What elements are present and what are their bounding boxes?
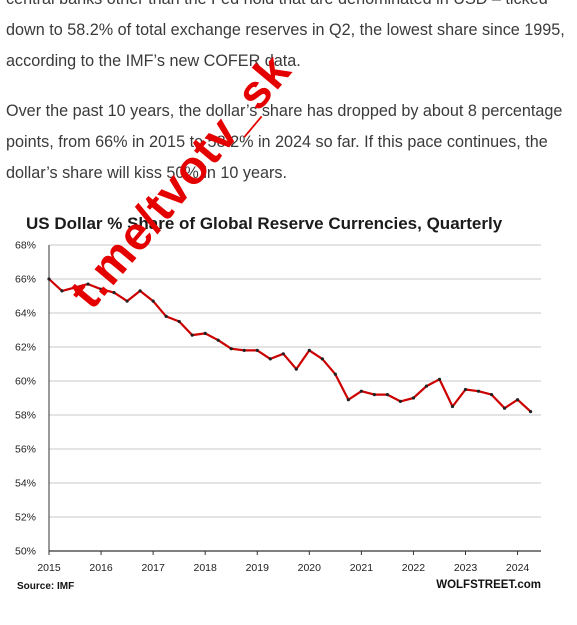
x-tick-label: 2020: [298, 562, 322, 574]
x-tick-label: 2017: [141, 562, 165, 574]
data-point: [190, 333, 194, 337]
y-tick-label: 64%: [15, 308, 36, 320]
data-point: [112, 291, 116, 295]
data-point: [47, 277, 51, 281]
chart-source: Source: IMF: [17, 581, 75, 592]
y-tick-label: 50%: [15, 546, 36, 558]
data-point: [177, 319, 181, 324]
x-tick-label: 2022: [402, 562, 426, 574]
article-text: central banks other than the Fed hold th…: [6, 0, 571, 189]
data-point: [294, 367, 298, 371]
x-tick-label: 2023: [454, 562, 478, 574]
data-point: [242, 348, 246, 352]
article-paragraph: central banks other than the Fed hold th…: [6, 0, 565, 70]
data-point: [125, 299, 129, 303]
data-point: [476, 389, 481, 393]
x-tick-label: 2019: [246, 562, 270, 574]
data-point: [73, 285, 77, 290]
x-tick-label: 2016: [89, 562, 113, 574]
data-point: [99, 287, 103, 291]
data-point: [255, 348, 259, 352]
data-point: [151, 299, 155, 303]
data-point: [411, 396, 416, 400]
data-point: [528, 410, 533, 414]
data-point: [463, 387, 468, 392]
y-tick-label: 56%: [15, 444, 36, 456]
data-point: [372, 393, 376, 397]
series-line: [48, 278, 532, 413]
y-tick-label: 66%: [15, 274, 36, 286]
data-point: [385, 393, 390, 397]
data-point: [216, 338, 220, 342]
data-point: [229, 347, 233, 351]
data-point: [450, 404, 455, 409]
data-point: [60, 289, 64, 293]
data-point: [86, 282, 90, 286]
data-point: [359, 389, 363, 393]
x-tick-label: 2018: [194, 562, 218, 574]
data-point: [502, 406, 507, 410]
data-point: [437, 377, 442, 381]
data-point: [333, 372, 337, 376]
chart-title: US Dollar % Share of Global Reserve Curr…: [26, 214, 503, 233]
y-tick-label: 60%: [15, 376, 36, 388]
line-chart: 50% 52% 54% 56% 58% 60% 62% 64% 66% 68% 2015 2016 20…: [15, 240, 541, 574]
data-point: [281, 352, 285, 356]
data-point: [320, 357, 324, 361]
article-paragraph: Over the past 10 years, the dollar’s sha…: [6, 102, 563, 182]
data-point: [346, 398, 350, 402]
data-point: [203, 331, 207, 335]
data-point: [268, 357, 272, 361]
data-point: [307, 348, 311, 352]
data-point: [489, 393, 494, 397]
data-point: [424, 384, 429, 388]
y-tick-label: 52%: [15, 512, 36, 524]
x-tick-label: 2021: [350, 562, 374, 574]
x-tick-label: 2015: [37, 562, 61, 574]
x-tick-label: 2024: [506, 562, 530, 574]
data-point: [138, 289, 142, 293]
data-point: [515, 398, 520, 402]
chart-brand: WOLFSTREET.com: [436, 579, 541, 591]
y-tick-label: 58%: [15, 410, 36, 422]
y-tick-label: 54%: [15, 478, 36, 490]
data-point: [164, 314, 168, 318]
y-tick-label: 62%: [15, 342, 36, 354]
y-tick-label: 68%: [15, 240, 36, 252]
data-point: [398, 399, 403, 403]
